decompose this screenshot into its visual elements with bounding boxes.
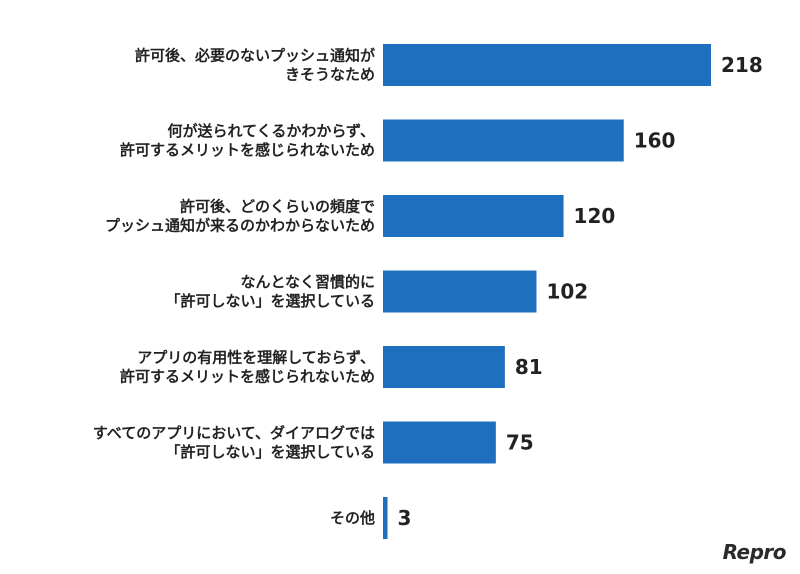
- value-label-7: 3: [398, 506, 412, 530]
- category-label-4: なんとなく習慣的に「許可しない」を選択している: [165, 273, 375, 310]
- category-label-7: その他: [330, 509, 375, 527]
- bar-5: [383, 346, 505, 388]
- category-label-6: すべてのアプリにおいて、ダイアログでは「許可しない」を選択している: [93, 424, 375, 461]
- bar-1: [383, 44, 711, 86]
- repro-logo: Repro: [722, 540, 787, 564]
- value-label-5: 81: [515, 355, 543, 379]
- value-label-1: 218: [721, 53, 763, 77]
- value-label-4: 102: [546, 280, 588, 304]
- value-label-6: 75: [506, 431, 534, 455]
- category-label-5: アプリの有用性を理解しておらず、許可するメリットを感じられないため: [120, 349, 375, 386]
- value-label-2: 160: [634, 129, 676, 153]
- bar-6: [383, 421, 496, 464]
- bar-4: [383, 270, 537, 313]
- value-label-3: 120: [574, 204, 616, 228]
- bar-3: [383, 195, 564, 237]
- bar-2: [383, 119, 624, 162]
- category-label-3: 許可後、どのくらいの頻度でプッシュ通知が来るのかわからないため: [105, 198, 375, 235]
- category-label-2: 何が送られてくるかわからず、許可するメリットを感じられないため: [120, 122, 375, 159]
- category-label-1: 許可後、必要のないプッシュ通知がきそうなため: [135, 47, 376, 84]
- bar-7: [383, 497, 388, 539]
